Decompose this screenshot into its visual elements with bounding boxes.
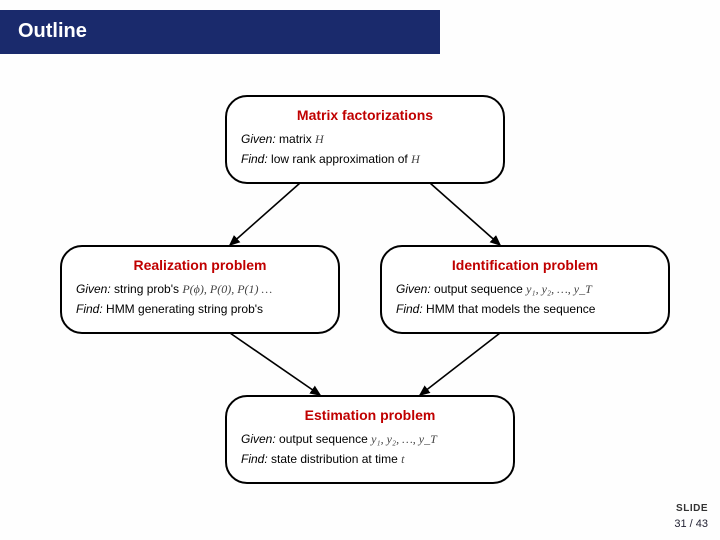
footer-label: SLIDE [674, 503, 708, 514]
given-math: H [315, 132, 324, 146]
find-text: low rank approximation of [268, 152, 411, 166]
slide-title: Outline [18, 20, 87, 42]
node-estimation-problem: Estimation problem Given: output sequenc… [225, 395, 515, 484]
given-math: y₁, y₂, …, y_T [371, 432, 437, 446]
find-label: Find: [76, 302, 103, 316]
node-find-line: Find: low rank approximation of H [241, 149, 489, 169]
node-title: Realization problem [76, 257, 324, 273]
find-text: HMM that models the sequence [423, 302, 596, 316]
find-text: state distribution at time [268, 452, 401, 466]
diagram-edge [230, 333, 320, 395]
given-text: string prob's [111, 282, 183, 296]
given-math: P(ϕ), P(0), P(1) … [182, 282, 272, 296]
node-given-line: Given: output sequence y₁, y₂, …, y_T [241, 429, 499, 449]
node-identification-problem: Identification problem Given: output seq… [380, 245, 670, 334]
find-math: t [401, 452, 404, 466]
slide-footer: SLIDE 31 / 43 [674, 503, 708, 530]
node-find-line: Find: state distribution at time t [241, 449, 499, 469]
node-title: Identification problem [396, 257, 654, 273]
page-current: 31 [674, 518, 686, 530]
given-label: Given: [241, 132, 276, 146]
node-title: Matrix factorizations [241, 107, 489, 123]
node-title: Estimation problem [241, 407, 499, 423]
given-text: matrix [276, 132, 315, 146]
page-total: 43 [696, 518, 708, 530]
node-given-line: Given: matrix H [241, 129, 489, 149]
given-math: y₁, y₂, …, y_T [526, 282, 592, 296]
node-given-line: Given: string prob's P(ϕ), P(0), P(1) … [76, 279, 324, 299]
find-label: Find: [396, 302, 423, 316]
find-text: HMM generating string prob's [103, 302, 263, 316]
node-realization-problem: Realization problem Given: string prob's… [60, 245, 340, 334]
node-find-line: Find: HMM that models the sequence [396, 299, 654, 319]
given-label: Given: [241, 432, 276, 446]
page-sep: / [687, 518, 696, 530]
find-math: H [411, 152, 420, 166]
node-find-line: Find: HMM generating string prob's [76, 299, 324, 319]
find-label: Find: [241, 152, 268, 166]
find-label: Find: [241, 452, 268, 466]
given-label: Given: [396, 282, 431, 296]
diagram-edge [420, 333, 500, 395]
diagram-edge [230, 183, 300, 245]
page-indicator: 31 / 43 [674, 518, 708, 530]
diagram-edge [430, 183, 500, 245]
given-text: output sequence [431, 282, 526, 296]
node-matrix-factorizations: Matrix factorizations Given: matrix H Fi… [225, 95, 505, 184]
given-text: output sequence [276, 432, 371, 446]
node-given-line: Given: output sequence y₁, y₂, …, y_T [396, 279, 654, 299]
given-label: Given: [76, 282, 111, 296]
slide-title-bar: Outline [0, 10, 440, 54]
